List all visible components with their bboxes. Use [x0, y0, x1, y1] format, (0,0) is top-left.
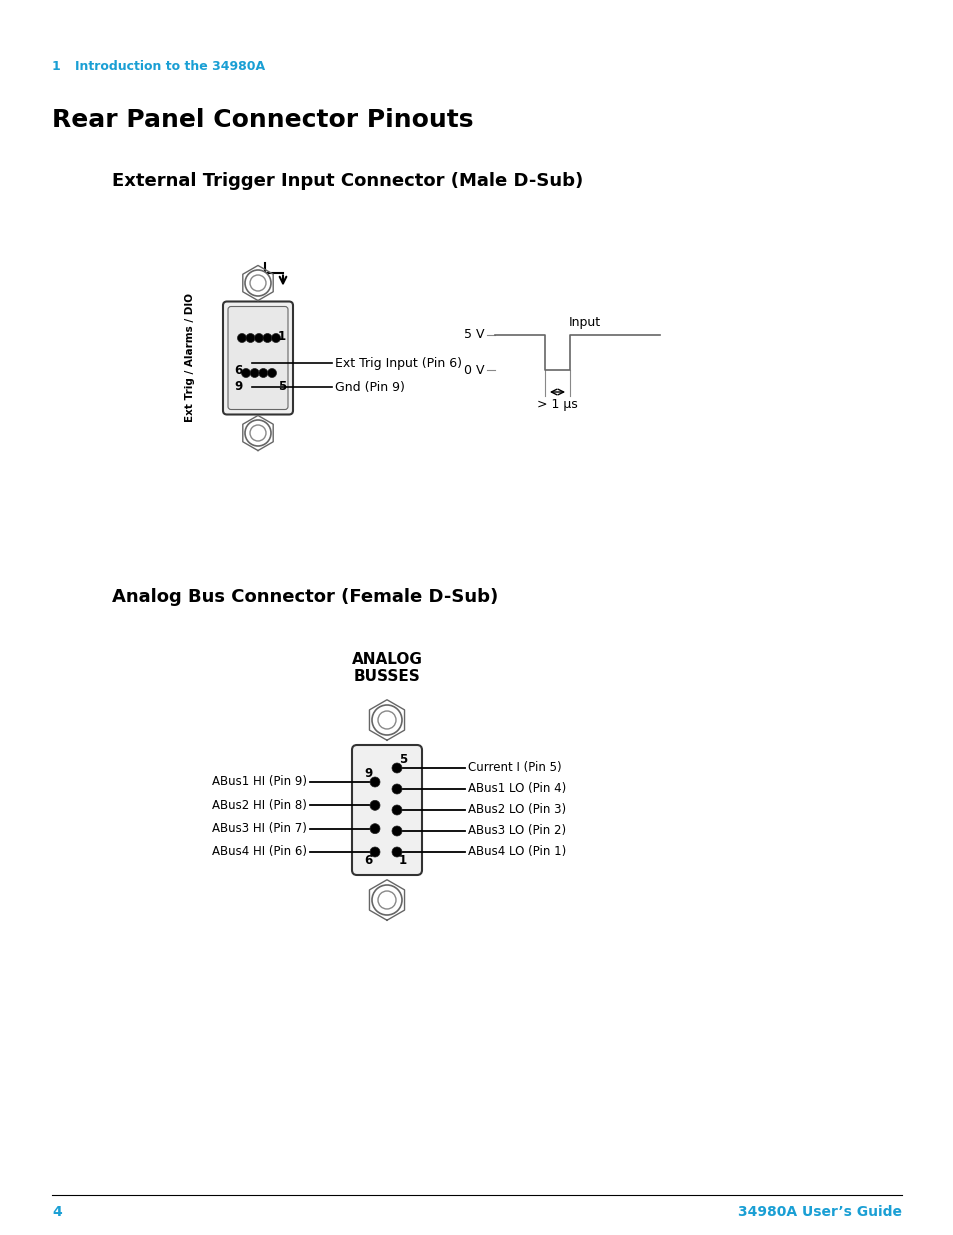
Circle shape — [241, 368, 251, 378]
Text: 34980A User’s Guide: 34980A User’s Guide — [738, 1205, 901, 1219]
Text: Input: Input — [568, 316, 600, 329]
Text: 6: 6 — [234, 364, 243, 378]
Text: 1: 1 — [398, 853, 407, 867]
Text: 1: 1 — [277, 330, 286, 342]
Text: 9: 9 — [234, 380, 243, 394]
Circle shape — [237, 333, 246, 342]
Circle shape — [254, 333, 263, 342]
Text: ABus4 HI (Pin 6): ABus4 HI (Pin 6) — [212, 846, 307, 858]
FancyBboxPatch shape — [223, 301, 293, 415]
FancyBboxPatch shape — [352, 745, 421, 876]
Text: 5 V: 5 V — [464, 329, 484, 342]
Circle shape — [392, 826, 401, 836]
Circle shape — [272, 333, 280, 342]
Circle shape — [377, 890, 395, 909]
Text: Rear Panel Connector Pinouts: Rear Panel Connector Pinouts — [52, 107, 473, 132]
Text: 5: 5 — [398, 753, 407, 766]
Circle shape — [250, 425, 266, 441]
Circle shape — [392, 847, 401, 857]
Circle shape — [245, 420, 271, 446]
Text: Analog Bus Connector (Female D-Sub): Analog Bus Connector (Female D-Sub) — [112, 588, 497, 606]
Text: Introduction to the 34980A: Introduction to the 34980A — [75, 61, 265, 73]
Text: ABus3 LO (Pin 2): ABus3 LO (Pin 2) — [468, 825, 565, 837]
Text: 1: 1 — [52, 61, 61, 73]
Text: Current I (Pin 5): Current I (Pin 5) — [468, 762, 561, 774]
Circle shape — [392, 784, 401, 794]
Circle shape — [370, 800, 379, 810]
Circle shape — [245, 270, 271, 296]
Circle shape — [377, 711, 395, 729]
Circle shape — [246, 333, 254, 342]
FancyBboxPatch shape — [228, 306, 288, 410]
Text: Gnd (Pin 9): Gnd (Pin 9) — [335, 380, 404, 394]
Circle shape — [267, 368, 276, 378]
Text: Ext Trig / Alarms / DIO: Ext Trig / Alarms / DIO — [185, 294, 194, 422]
Circle shape — [263, 333, 272, 342]
Text: ABus1 LO (Pin 4): ABus1 LO (Pin 4) — [468, 783, 566, 795]
Text: 4: 4 — [52, 1205, 62, 1219]
Circle shape — [370, 824, 379, 834]
Text: 0 V: 0 V — [464, 363, 484, 377]
Text: 9: 9 — [364, 767, 373, 781]
Text: 6: 6 — [364, 853, 373, 867]
Text: ABus3 HI (Pin 7): ABus3 HI (Pin 7) — [212, 823, 307, 835]
Circle shape — [372, 885, 401, 915]
Text: Ext Trig Input (Pin 6): Ext Trig Input (Pin 6) — [335, 357, 461, 369]
Text: 5: 5 — [277, 380, 286, 394]
Text: ABus2 LO (Pin 3): ABus2 LO (Pin 3) — [468, 804, 565, 816]
Circle shape — [370, 777, 379, 787]
Circle shape — [372, 705, 401, 735]
Text: ABus4 LO (Pin 1): ABus4 LO (Pin 1) — [468, 846, 566, 858]
Circle shape — [392, 763, 401, 773]
Text: > 1 μs: > 1 μs — [537, 398, 578, 411]
Circle shape — [370, 847, 379, 857]
Text: ABus1 HI (Pin 9): ABus1 HI (Pin 9) — [212, 776, 307, 788]
Circle shape — [250, 275, 266, 291]
Circle shape — [392, 805, 401, 815]
Circle shape — [250, 368, 259, 378]
Text: ANALOG
BUSSES: ANALOG BUSSES — [352, 652, 422, 684]
Text: ABus2 HI (Pin 8): ABus2 HI (Pin 8) — [212, 799, 307, 811]
Circle shape — [258, 368, 268, 378]
Text: External Trigger Input Connector (Male D-Sub): External Trigger Input Connector (Male D… — [112, 172, 582, 190]
